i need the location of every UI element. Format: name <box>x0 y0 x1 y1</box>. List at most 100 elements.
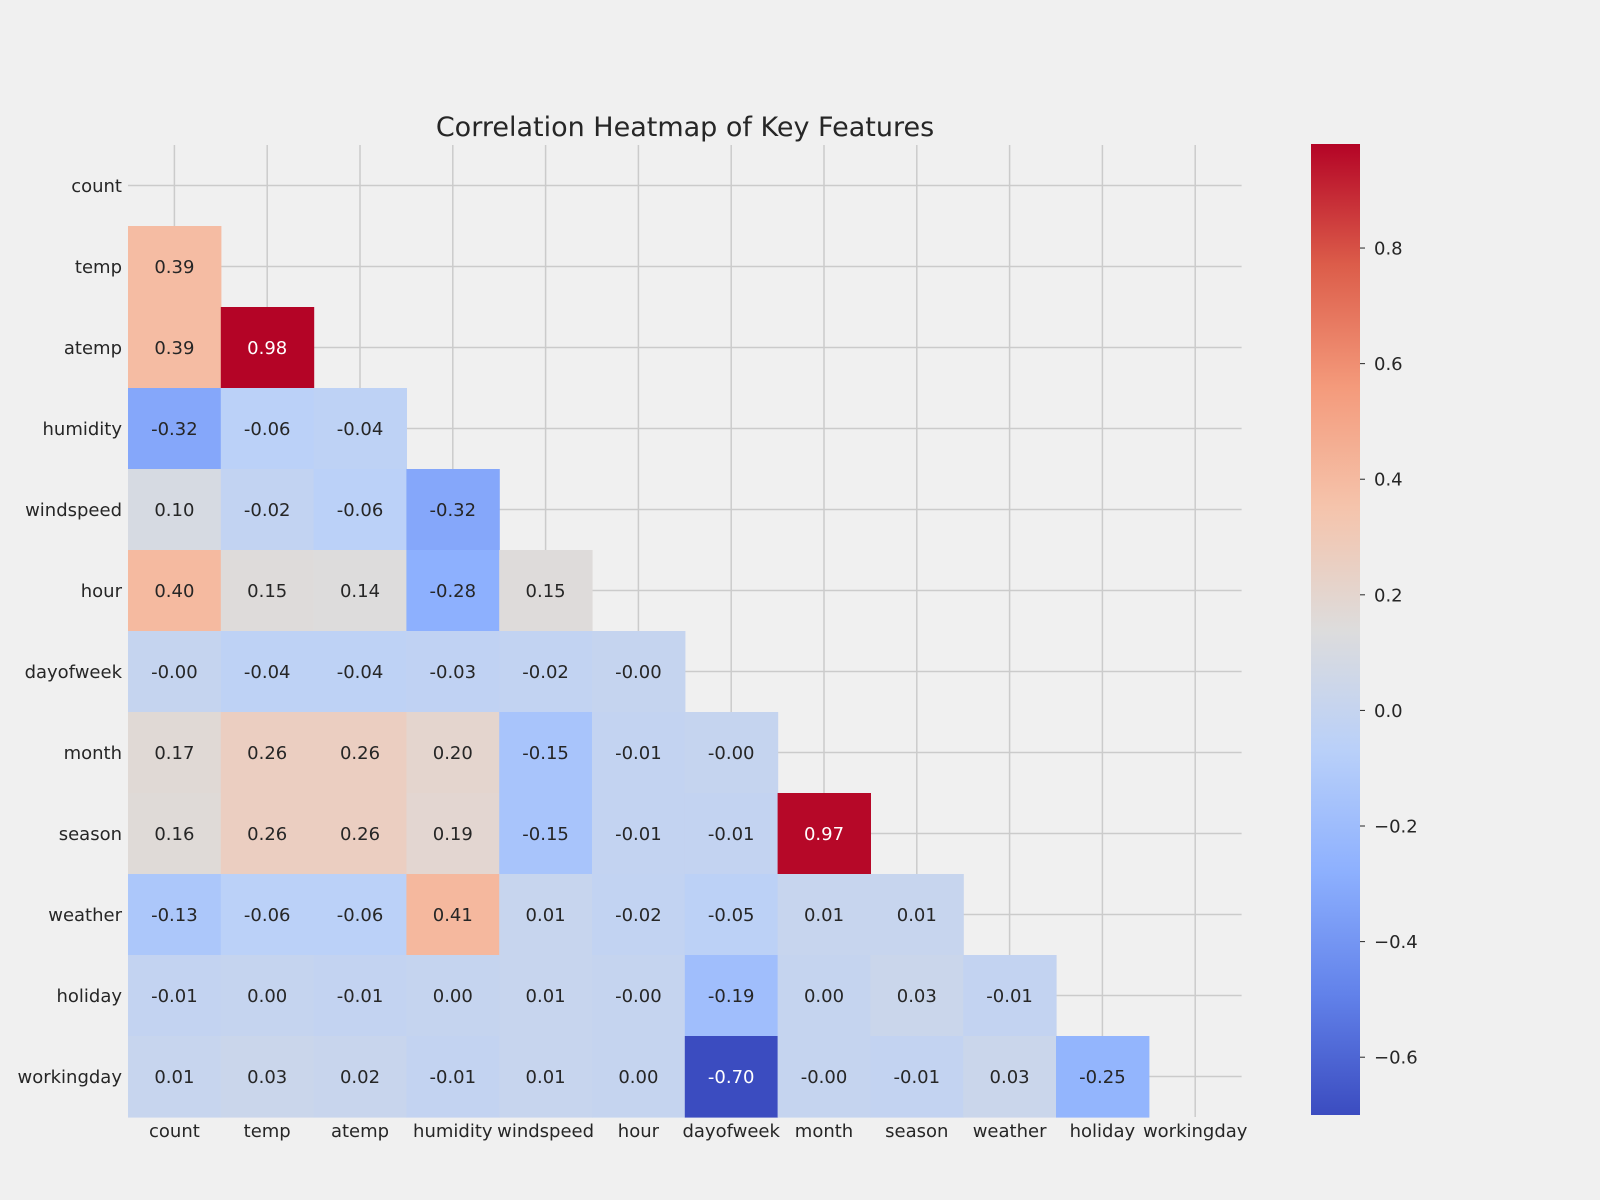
cell-value-label: 0.40 <box>154 581 194 602</box>
cell-value-label: 0.16 <box>154 824 194 845</box>
cell-value-label: -0.04 <box>337 662 384 683</box>
cell-value-label: 0.01 <box>154 1067 194 1088</box>
cell-value-label: -0.06 <box>337 905 384 926</box>
cell-value-label: -0.01 <box>986 986 1033 1007</box>
heatmap-cell <box>313 712 407 794</box>
heatmap-cell <box>220 469 315 551</box>
cell-value-label: 0.00 <box>618 1067 658 1088</box>
x-tick-label: workingday <box>1143 1121 1248 1142</box>
heatmap-cell <box>406 712 500 794</box>
cell-value-label: -0.00 <box>151 662 198 683</box>
heatmap-cell <box>128 712 222 794</box>
y-tick-label: humidity <box>43 419 123 440</box>
y-tick-label: weather <box>48 905 122 926</box>
heatmap-cell <box>313 955 407 1037</box>
heatmap-cell <box>313 874 407 956</box>
y-tick-label: temp <box>75 257 122 278</box>
cell-value-label: -0.05 <box>708 905 755 926</box>
heatmap-cell <box>128 550 222 632</box>
cell-value-label: 0.03 <box>897 986 937 1007</box>
cell-value-label: -0.19 <box>708 986 755 1007</box>
colorbar-tick-label: 0.4 <box>1374 470 1403 491</box>
x-tick-label: holiday <box>1070 1121 1136 1142</box>
x-tick-label: weather <box>973 1121 1047 1142</box>
cell-value-label: -0.25 <box>1079 1067 1126 1088</box>
heatmap-cell <box>777 793 871 875</box>
heatmap-cell <box>592 874 686 956</box>
heatmap-cell <box>313 388 407 470</box>
cell-value-label: -0.06 <box>244 905 291 926</box>
heatmap-cell <box>128 955 222 1037</box>
cell-value-label: 0.39 <box>154 257 194 278</box>
cell-value-label: 0.00 <box>433 986 473 1007</box>
x-tick-labels: count temp atemp humidity windspeed hour dayof… <box>149 1121 1248 1142</box>
cell-value-label: -0.04 <box>244 662 291 683</box>
heatmap-cell <box>406 469 500 551</box>
colorbar-tick-label: 0.8 <box>1374 239 1403 260</box>
cell-value-label: 0.97 <box>804 824 844 845</box>
heatmap-cell <box>870 1036 964 1118</box>
heatmap-cell <box>128 874 222 956</box>
cell-value-label: 0.01 <box>526 1067 566 1088</box>
cell-value-label: 0.26 <box>247 743 287 764</box>
cell-value-label: -0.06 <box>244 419 291 440</box>
cell-value-label: 0.10 <box>154 500 194 521</box>
heatmap-cell <box>499 874 593 956</box>
heatmap-cell <box>220 874 315 956</box>
heatmap-cell <box>313 469 407 551</box>
cell-value-label: -0.03 <box>430 662 477 683</box>
cell-value-label: -0.00 <box>615 662 662 683</box>
heatmap-cell <box>592 793 686 875</box>
y-tick-labels: count temp atemp humidity windspeed hour dayof… <box>17 176 122 1088</box>
heatmap-cell <box>777 874 871 956</box>
cell-value-label: -0.01 <box>708 824 755 845</box>
y-tick-label: atemp <box>64 338 122 359</box>
cell-value-label: 0.03 <box>990 1067 1030 1088</box>
cell-value-label: -0.15 <box>522 824 569 845</box>
heatmap-cell <box>499 712 593 794</box>
heatmap-cell <box>592 631 686 713</box>
cell-value-label: -0.28 <box>430 581 477 602</box>
cell-value-label: -0.01 <box>151 986 198 1007</box>
cell-value-label: 0.01 <box>526 986 566 1007</box>
heatmap-cell <box>220 793 315 875</box>
colorbar-tick-label: −0.2 <box>1374 817 1418 838</box>
cell-value-label: -0.32 <box>151 419 198 440</box>
heatmap-cell <box>963 955 1057 1037</box>
heatmap-cell <box>220 712 315 794</box>
x-tick-label: dayofweek <box>682 1121 780 1142</box>
colorbar: 0.8 0.6 0.4 0.2 0.0 −0.2 −0.4 −0.6 <box>1311 144 1418 1115</box>
cell-value-label: -0.01 <box>615 824 662 845</box>
heatmap-cell <box>220 1036 315 1118</box>
cell-value-label: 0.20 <box>433 743 473 764</box>
y-tick-label: count <box>71 176 122 197</box>
heatmap-cell <box>406 955 500 1037</box>
colorbar-gradient <box>1311 144 1360 1115</box>
cell-value-label: 0.41 <box>433 905 473 926</box>
x-tick-label: month <box>795 1121 853 1142</box>
cell-value-label: -0.00 <box>801 1067 848 1088</box>
heatmap-cell <box>128 1036 222 1118</box>
heatmap-cell <box>313 793 407 875</box>
heatmap-cell <box>220 550 315 632</box>
y-tick-label: hour <box>81 581 123 602</box>
cell-value-label: -0.00 <box>615 986 662 1007</box>
heatmap-cell <box>1056 1036 1150 1118</box>
heatmap-cell <box>406 1036 500 1118</box>
heatmap-cell <box>499 955 593 1037</box>
x-tick-label: hour <box>618 1121 660 1142</box>
y-tick-label: windspeed <box>25 500 122 521</box>
colorbar-tick-label: 0.2 <box>1374 585 1403 606</box>
cell-value-label: 0.02 <box>340 1067 380 1088</box>
cell-value-label: 0.01 <box>526 905 566 926</box>
heatmap-cell <box>777 1036 871 1118</box>
cell-value-label: -0.70 <box>708 1067 755 1088</box>
y-tick-label: dayofweek <box>25 662 123 683</box>
y-tick-label: holiday <box>56 986 122 1007</box>
y-tick-label: month <box>64 743 122 764</box>
chart-title: Correlation Heatmap of Key Features <box>436 112 934 143</box>
heatmap-cell <box>128 226 222 308</box>
heatmap-cell <box>499 550 593 632</box>
cell-value-label: -0.06 <box>337 500 384 521</box>
